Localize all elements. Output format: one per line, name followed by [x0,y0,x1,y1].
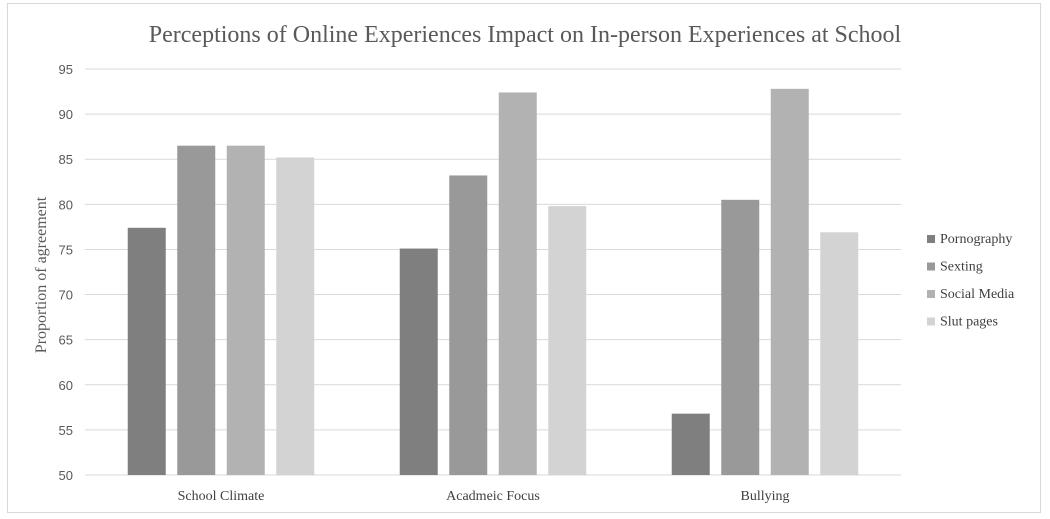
y-axis-title: Proportion of agreement [33,196,50,353]
chart-area: Perceptions of Online Experiences Impact… [7,3,1041,513]
y-tick-label: 95 [59,62,73,77]
y-tick-label: 55 [59,423,73,438]
legend-label: Slut pages [940,315,998,330]
bar-chart: Perceptions of Online Experiences Impact… [33,22,1015,504]
legend-swatch [927,235,935,243]
bars [127,88,859,476]
legend-label: Sexting [940,260,983,275]
bar-social-media [770,88,809,476]
x-axis-categories: School Climate Acadmeic Focus Bullying [178,489,790,504]
legend-label: Social Media [940,287,1015,302]
bar-slut-pages [548,206,587,476]
y-tick-label: 80 [59,197,73,212]
bar-pornography [399,248,438,475]
gridlines [85,68,901,476]
bar-slut-pages [820,232,859,475]
bar-slut-pages [276,157,315,475]
legend-swatch [927,290,935,298]
bar-social-media [226,145,265,475]
y-tick-label: 70 [59,288,73,303]
y-axis-ticks: 50 55 60 65 70 75 80 85 90 95 [59,62,73,483]
legend: Pornography Sexting Social Media Slut pages [927,232,1015,330]
x-category-label: Acadmeic Focus [446,489,540,504]
y-tick-label: 75 [59,242,73,257]
y-tick-label: 85 [59,152,73,167]
y-tick-label: 50 [59,468,73,483]
bar-pornography [127,227,166,475]
x-category-label: School Climate [178,489,265,504]
y-tick-label: 90 [59,107,73,122]
y-tick-label: 65 [59,333,73,348]
bar-sexting [721,199,760,476]
legend-swatch [927,317,935,326]
legend-label: Pornography [940,232,1012,247]
bar-sexting [449,175,488,475]
bar-social-media [498,92,537,476]
legend-swatch [927,262,935,271]
bar-pornography [671,413,710,475]
bar-sexting [177,145,216,475]
x-category-label: Bullying [740,489,789,504]
y-tick-label: 60 [59,378,73,393]
chart-title: Perceptions of Online Experiences Impact… [149,22,902,48]
